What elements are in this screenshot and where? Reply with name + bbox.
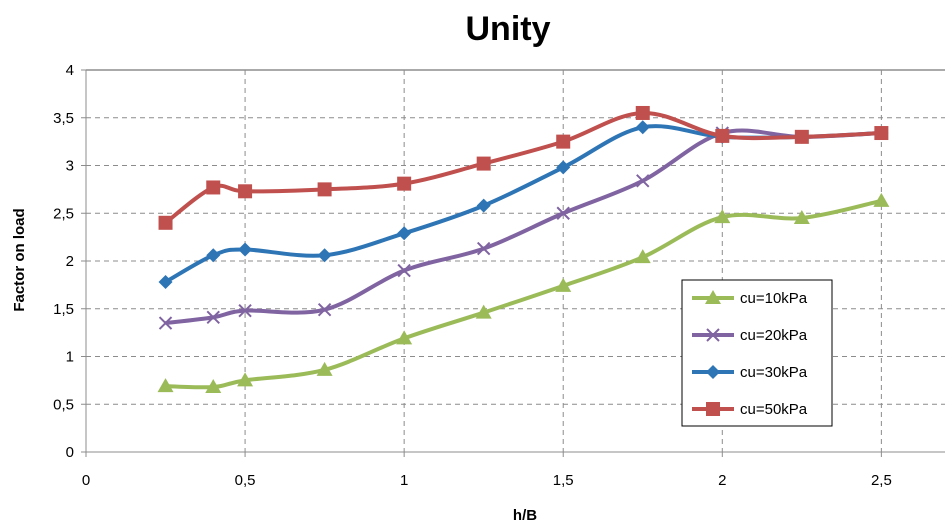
data-point [158, 275, 173, 290]
y-tick-label: 0 [66, 444, 74, 461]
data-point [238, 242, 253, 257]
legend-box [681, 279, 833, 427]
series-line [164, 110, 882, 225]
data-point [556, 160, 571, 175]
y-axis-title: Factor on load [11, 208, 28, 311]
legend-label: cu=20kPa [740, 327, 808, 344]
legend-marker [706, 328, 720, 342]
y-tick-label: 2 [66, 253, 74, 270]
data-point [476, 156, 491, 171]
data-point [715, 128, 730, 143]
data-point [794, 129, 809, 144]
legend-label: cu=30kPa [740, 364, 808, 381]
data-point [555, 277, 572, 292]
data-point [714, 209, 731, 224]
data-point [634, 249, 651, 264]
legend-marker [706, 365, 720, 379]
data-point [397, 176, 412, 191]
data-point [158, 215, 173, 230]
data-point [157, 378, 174, 393]
axes: 0 0,5 1 1,5 2 2,5 3 3,5 4 0 0,5 1 1,5 2 2,5 [53, 62, 945, 489]
x-tick-label: 1,5 [553, 472, 574, 489]
y-tick-label: 3,5 [53, 110, 74, 127]
legend: cu=10kPa cu=20kPa cu=30kPa cu=50kPa [681, 279, 833, 427]
data-point [397, 263, 411, 278]
data-point [205, 379, 222, 394]
data-point [396, 330, 413, 345]
series-2 [158, 120, 889, 290]
data-point [158, 316, 173, 330]
y-tick-label: 2,5 [53, 205, 74, 222]
data-point [206, 310, 220, 325]
data-point [556, 134, 571, 149]
x-tick-label: 2 [718, 472, 726, 489]
data-point [238, 184, 253, 199]
series-3 [158, 105, 889, 230]
y-tick-label: 3 [66, 158, 74, 175]
x-axis-title: h/B [513, 507, 537, 524]
data-point [237, 372, 254, 387]
data-point [635, 120, 650, 135]
data-point [873, 192, 890, 207]
data-point [317, 302, 332, 317]
data-point [635, 105, 650, 120]
legend-item: cu=30kPa [692, 364, 808, 381]
y-tick-label: 0,5 [53, 396, 74, 413]
data-point [475, 304, 492, 319]
series-line [164, 124, 882, 284]
legend-item: cu=20kPa [692, 327, 808, 344]
y-tick-label: 1,5 [53, 301, 74, 318]
y-tick-label: 4 [66, 62, 74, 79]
data-point [317, 248, 332, 263]
data-point [874, 126, 889, 141]
data-point [793, 210, 810, 225]
legend-label: cu=50kPa [740, 401, 808, 418]
data-point [397, 226, 412, 241]
chart-title: Unity [466, 10, 551, 48]
x-tick-label: 2,5 [871, 472, 892, 489]
data-point [636, 174, 650, 188]
data-point [317, 182, 332, 197]
legend-marker [706, 402, 720, 416]
series-0 [157, 192, 890, 394]
data-point [556, 206, 570, 220]
data-point [476, 241, 491, 256]
legend-label: cu=10kPa [740, 290, 808, 307]
data-point [238, 303, 252, 318]
legend-item: cu=50kPa [692, 401, 808, 418]
data-point [316, 361, 333, 376]
legend-item: cu=10kPa [692, 290, 808, 307]
data-point [476, 198, 491, 213]
legend-marker [705, 290, 721, 304]
x-tick-label: 0 [82, 472, 90, 489]
data-point [206, 180, 221, 195]
data-point [206, 248, 221, 263]
x-tick-label: 1 [400, 472, 408, 489]
plot-area [157, 105, 890, 394]
y-tick-label: 1 [66, 349, 74, 366]
x-tick-label: 0,5 [235, 472, 256, 489]
